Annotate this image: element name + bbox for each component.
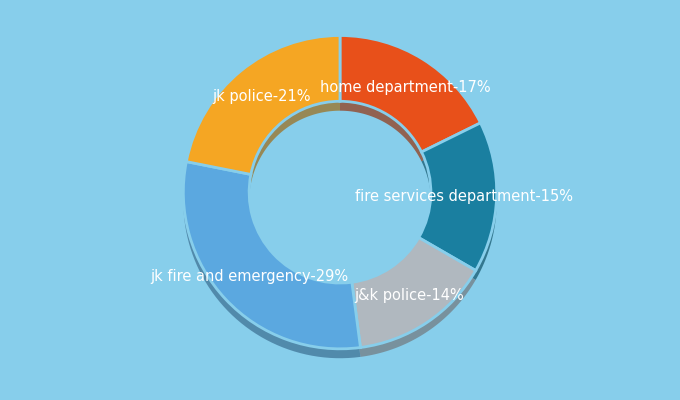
Wedge shape: [184, 162, 360, 349]
Polygon shape: [184, 171, 360, 358]
Wedge shape: [186, 36, 340, 174]
Polygon shape: [186, 45, 340, 184]
Text: fire services department-15%: fire services department-15%: [355, 189, 573, 204]
Text: jk police-21%: jk police-21%: [212, 89, 311, 104]
Text: jk fire and emergency-29%: jk fire and emergency-29%: [150, 269, 349, 284]
Polygon shape: [352, 247, 476, 357]
Polygon shape: [419, 132, 496, 280]
Wedge shape: [419, 123, 496, 270]
Wedge shape: [352, 238, 476, 348]
Polygon shape: [340, 45, 481, 161]
Wedge shape: [340, 36, 481, 152]
Text: home department-17%: home department-17%: [320, 80, 491, 94]
Text: j&k police-14%: j&k police-14%: [354, 288, 464, 302]
